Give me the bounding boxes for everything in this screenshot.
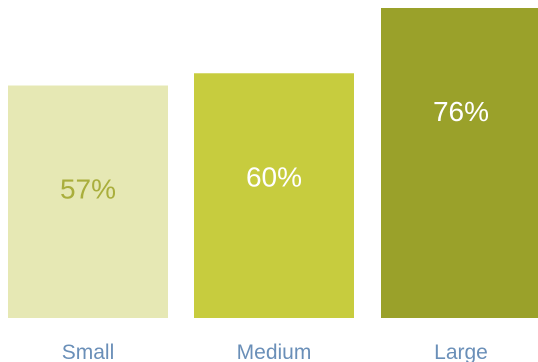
category-label-medium: Medium xyxy=(237,341,312,362)
category-labels-group: Small Medium Large xyxy=(62,341,488,362)
bars-group xyxy=(8,8,538,319)
category-label-small: Small xyxy=(62,341,115,362)
bar-large xyxy=(381,8,538,318)
bar-medium xyxy=(194,73,354,319)
bar-small xyxy=(8,85,168,318)
value-label-small: 57% xyxy=(60,174,116,205)
category-label-large: Large xyxy=(434,341,488,362)
value-label-medium: 60% xyxy=(246,161,302,192)
value-labels-group: 57% 60% 76% xyxy=(60,96,489,205)
value-label-large: 76% xyxy=(433,96,489,127)
